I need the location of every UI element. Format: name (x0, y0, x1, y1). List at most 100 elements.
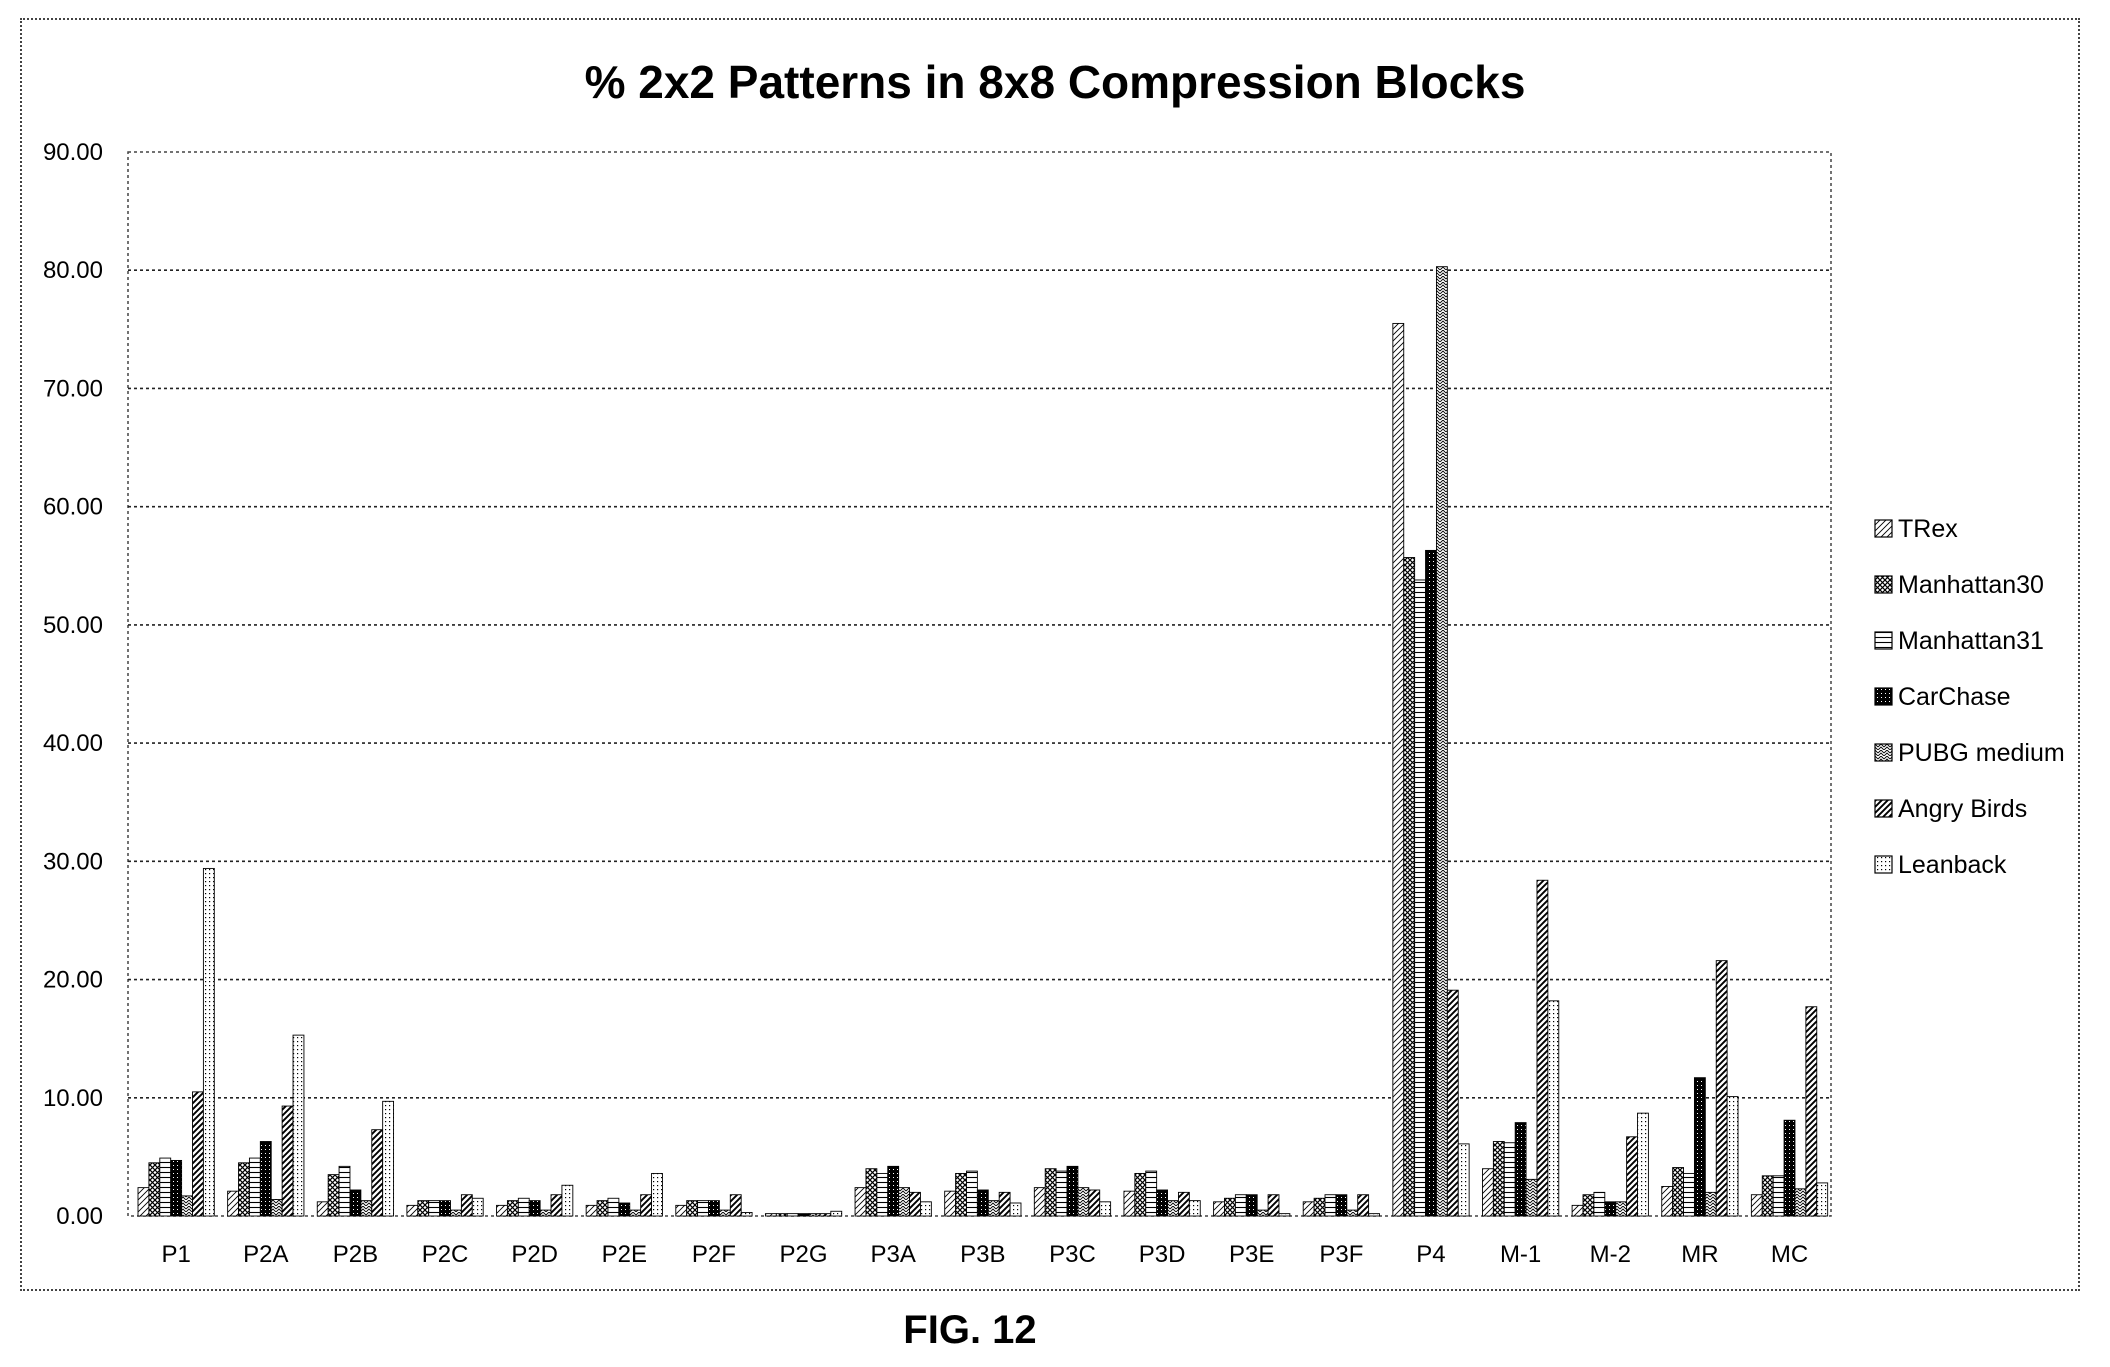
bar (1637, 1112, 1649, 1217)
y-axis-ticks: 0.00 10.00 20.00 30.00 40.00 50.00 60.00 70.00 8… (43, 139, 103, 1230)
bar (629, 1209, 642, 1217)
bar (1177, 1191, 1190, 1217)
bar (1368, 1213, 1380, 1217)
bar (865, 1168, 878, 1217)
bar (1582, 1194, 1595, 1217)
bar (1099, 1201, 1112, 1217)
bar (417, 1200, 430, 1217)
bar (460, 1194, 473, 1217)
bar (1145, 1170, 1158, 1217)
y-tick-label: 30.00 (43, 848, 103, 875)
chart: % 2x2 Patterns in 8x8 Compression Blocks… (43, 56, 2065, 1268)
bar (607, 1197, 620, 1217)
bar (797, 1213, 810, 1217)
y-tick-label: 40.00 (43, 730, 103, 757)
y-tick-label: 60.00 (43, 494, 103, 521)
bar (316, 1201, 329, 1217)
bar (876, 1172, 889, 1217)
bar (561, 1184, 574, 1217)
legend-swatch (1874, 687, 1893, 706)
bar (764, 1213, 777, 1217)
bar (1009, 1202, 1022, 1217)
bar (786, 1213, 799, 1217)
bar (1033, 1187, 1046, 1217)
bar (1335, 1194, 1348, 1217)
legend-swatch (1874, 575, 1893, 594)
bar (1313, 1197, 1326, 1217)
y-tick-label: 90.00 (43, 139, 103, 166)
bars (137, 266, 1829, 1217)
bar (1346, 1209, 1359, 1217)
bar (819, 1213, 832, 1217)
bar (1167, 1200, 1179, 1217)
bar (998, 1191, 1011, 1217)
bar (281, 1105, 294, 1217)
bar (1726, 1096, 1739, 1217)
bar (1672, 1167, 1684, 1217)
bar (1661, 1185, 1674, 1217)
bar (292, 1034, 305, 1217)
legend-label: Manhattan30 (1898, 571, 2044, 599)
bar (1123, 1190, 1136, 1217)
bar (1357, 1194, 1370, 1217)
bar (550, 1194, 563, 1217)
x-tick-label: MR (1681, 1241, 1718, 1268)
bar (406, 1204, 419, 1217)
bar (1055, 1170, 1068, 1217)
bar (1435, 266, 1448, 1217)
bar (718, 1209, 731, 1217)
legend-label: Angry Birds (1898, 795, 2027, 823)
bar (360, 1200, 373, 1217)
x-tick-label: P2A (243, 1241, 288, 1268)
legend-swatch (1874, 631, 1893, 650)
bar (1044, 1168, 1057, 1217)
legend: TRex Manhattan30 Manhattan31 CarChase PUBG m… (1874, 515, 2065, 879)
bar (686, 1200, 699, 1217)
bar (697, 1200, 709, 1217)
bar (944, 1190, 957, 1217)
bar (708, 1200, 720, 1217)
x-tick-label: M-2 (1590, 1241, 1631, 1268)
bar (1571, 1204, 1584, 1217)
y-tick-label: 70.00 (43, 375, 103, 402)
bar (920, 1201, 932, 1217)
bar (270, 1198, 283, 1217)
bar (1514, 1122, 1527, 1217)
bar (338, 1165, 351, 1217)
x-tick-label: P2B (333, 1241, 378, 1268)
bar (596, 1200, 609, 1217)
plot-area (127, 151, 1832, 1217)
gridlines (128, 269, 1831, 1099)
bar (585, 1204, 598, 1217)
legend-swatch (1874, 743, 1893, 762)
bar (1492, 1141, 1505, 1217)
bar (1324, 1194, 1337, 1217)
y-tick-label: 50.00 (43, 612, 103, 639)
bar (238, 1162, 250, 1217)
bar (1693, 1077, 1706, 1217)
bar (1077, 1187, 1090, 1217)
bar (1245, 1194, 1258, 1217)
bar (1414, 579, 1426, 1217)
bar (729, 1194, 742, 1217)
bar (159, 1157, 172, 1217)
bar (1794, 1188, 1807, 1217)
bar (898, 1187, 911, 1217)
bar (1683, 1172, 1695, 1217)
bar (1503, 1142, 1516, 1217)
bar (227, 1190, 239, 1217)
legend-label: PUBG medium (1898, 739, 2065, 767)
bar (966, 1170, 978, 1217)
x-tick-label: P3F (1319, 1241, 1363, 1268)
bar (909, 1191, 921, 1217)
bar (1604, 1201, 1617, 1217)
bar (1446, 989, 1459, 1217)
bar (439, 1200, 451, 1217)
bar (1704, 1191, 1717, 1217)
bar (1425, 549, 1437, 1217)
bar (382, 1100, 395, 1217)
x-axis-ticks: P1 P2A P2B P2C P2D P2E P2F P2G P3A P3B P3C P3D P3E P3… (161, 1241, 1808, 1268)
x-tick-label: P3E (1229, 1241, 1274, 1268)
x-tick-label: MC (1771, 1241, 1808, 1268)
bar (450, 1209, 462, 1217)
